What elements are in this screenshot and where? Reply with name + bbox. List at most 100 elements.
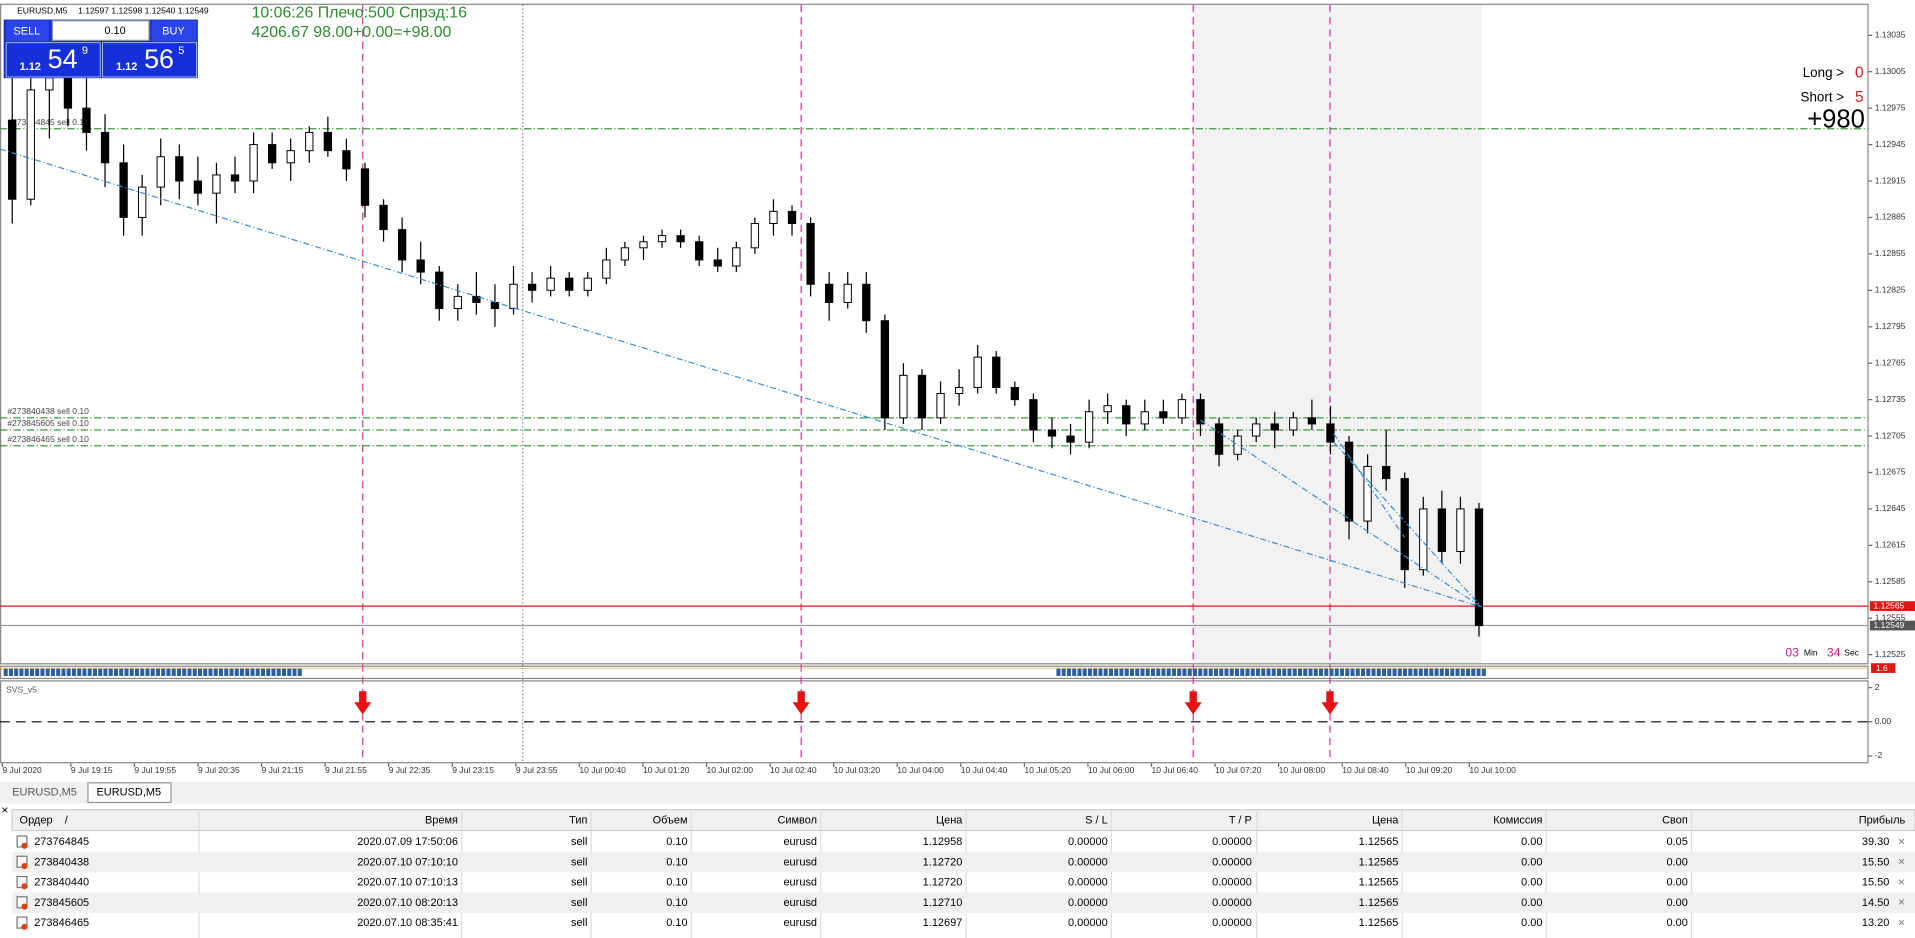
close-order[interactable]: × — [1898, 915, 1905, 929]
sell-label[interactable]: SELL — [13, 26, 40, 38]
x-tick-label: 10 Jul 05:20 — [1024, 765, 1071, 775]
candle-body — [657, 235, 667, 243]
close-panel[interactable]: × — [1, 803, 8, 817]
buy-prefix: 1.12 — [116, 61, 137, 73]
col-header: Цена — [936, 815, 963, 827]
strip-cell — [1266, 668, 1271, 677]
strip-cell — [218, 668, 224, 677]
volume[interactable]: 0.10 — [104, 25, 125, 37]
cell: sell — [571, 836, 587, 848]
buy-big: 56 — [144, 44, 174, 74]
strip-cell — [1171, 668, 1176, 677]
candle-body — [1382, 465, 1391, 480]
candle-body — [453, 295, 462, 310]
sell-button[interactable] — [6, 20, 49, 42]
strip-cell — [1077, 668, 1082, 677]
x-tick-label: 10 Jul 01:20 — [643, 765, 690, 775]
active-tab[interactable] — [87, 782, 172, 804]
strip-cell — [1429, 668, 1434, 677]
cell: 0.00 — [1666, 917, 1687, 929]
cell: 273845605 — [34, 897, 89, 909]
strip-cell — [1150, 668, 1155, 677]
strip-cell — [1208, 668, 1213, 677]
strip-cell — [82, 668, 87, 677]
trend-line — [1333, 441, 1482, 608]
strip-cell — [50, 668, 55, 677]
y-tick-label: 1.12615 — [1875, 540, 1906, 550]
candle-body — [695, 241, 704, 261]
tab[interactable]: EURUSD,M5 — [12, 787, 77, 799]
candle-body — [490, 301, 500, 310]
x-tick-label: 9 Jul 20:35 — [198, 765, 240, 775]
candle-body — [713, 259, 722, 267]
strip-cell — [1203, 668, 1208, 677]
x-tick-label: 10 Jul 00:40 — [579, 765, 626, 775]
cell: 0.05 — [1666, 836, 1687, 848]
strip-cell — [140, 668, 145, 677]
strip-cell — [1334, 668, 1339, 677]
cell: sell — [571, 856, 587, 868]
volume-field[interactable] — [51, 20, 150, 41]
ask-tag — [1869, 601, 1915, 611]
candle-body — [1252, 423, 1261, 437]
close-order[interactable]: × — [1898, 875, 1905, 889]
cell: 39.30 — [1862, 836, 1890, 848]
y-tick-label: 1.12825 — [1875, 285, 1906, 295]
row-bg — [12, 892, 1915, 913]
trend-line — [1333, 433, 1406, 538]
candle-body — [1270, 423, 1279, 431]
x-tick-label: 9 Jul 22:35 — [389, 765, 431, 775]
strip-cell — [229, 668, 234, 677]
close-order[interactable]: × — [1898, 855, 1905, 869]
ask-label: 1.12565 — [1873, 600, 1904, 610]
order-label: #273846465 sell 0.10 — [7, 434, 89, 444]
cell: 1.12697 — [923, 917, 963, 929]
tab[interactable]: EURUSD,M5 — [96, 787, 161, 799]
sell-price-box[interactable] — [5, 42, 101, 78]
order-icon-dot — [21, 883, 28, 890]
strip-cell — [1282, 668, 1287, 677]
strip-cell — [66, 668, 71, 677]
strip-cell — [1224, 668, 1229, 677]
col-header: Цена — [1372, 815, 1399, 827]
buy-price-box[interactable] — [102, 42, 197, 78]
cell: eurusd — [783, 836, 817, 848]
buy-label[interactable]: BUY — [162, 26, 185, 38]
sell-arrow — [792, 691, 810, 715]
buy-button[interactable] — [151, 20, 197, 42]
candle-body — [843, 283, 852, 303]
strip-cell — [1424, 668, 1429, 677]
cell: 0.00000 — [1212, 877, 1252, 889]
strip-cell — [155, 668, 160, 677]
candle-body — [546, 277, 555, 291]
cell: 0.00000 — [1068, 856, 1108, 868]
order-icon-dot — [21, 862, 28, 870]
indicator-name: SVS_v5 — [6, 684, 37, 694]
long-count: 0 — [1855, 64, 1864, 81]
x-tick-label: 10 Jul 06:40 — [1152, 765, 1199, 775]
strip-cell — [92, 668, 97, 677]
cell: 1.12565 — [1359, 917, 1399, 929]
cell: sell — [571, 897, 587, 909]
cell: 273840440 — [34, 877, 89, 889]
strip-cell — [208, 668, 213, 677]
strip-cell — [1187, 668, 1192, 677]
strip-cell — [1177, 668, 1182, 677]
strip-cell — [1250, 668, 1255, 677]
timer-sec-label: Sec — [1844, 648, 1859, 658]
strip-cell — [1324, 668, 1329, 677]
col-header: Тип — [569, 815, 587, 827]
close-order[interactable]: × — [1898, 895, 1905, 909]
order-label: #273845605 sell 0.10 — [7, 418, 89, 428]
candle-body — [1140, 411, 1149, 425]
strip-cell — [56, 668, 61, 677]
strip-cell — [1366, 668, 1371, 677]
close-order[interactable]: × — [1898, 834, 1905, 848]
strip-cell — [239, 668, 245, 677]
y-tick-label: 1.13005 — [1875, 66, 1906, 76]
strip-cell — [1114, 668, 1119, 677]
cell: 0.00000 — [1212, 917, 1252, 929]
candle-body — [1103, 405, 1112, 413]
strip-cell — [1066, 668, 1071, 677]
